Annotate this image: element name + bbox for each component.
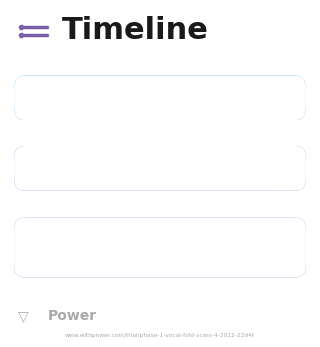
Text: Timeline: Timeline [62,16,209,45]
Text: Varies: Varies [255,162,293,175]
FancyBboxPatch shape [14,146,306,191]
FancyBboxPatch shape [14,217,306,278]
Text: www.withpower.com/trial/phase-1-vocal-fold-scars-4-2022-22d4f: www.withpower.com/trial/phase-1-vocal-fo… [65,333,255,338]
Text: Treatment ~: Treatment ~ [33,162,111,175]
FancyBboxPatch shape [14,75,306,120]
Text: Follow
ups ~: Follow ups ~ [33,232,72,263]
Text: 3 weeks: 3 weeks [242,91,293,104]
Text: baseline, week 1, and
months 1, 3, 6, 9, 12, and 24: baseline, week 1, and months 1, 3, 6, 9,… [112,232,293,263]
Text: Screening ~: Screening ~ [33,91,110,104]
Text: Power: Power [47,310,97,323]
Text: ▽: ▽ [18,310,29,323]
